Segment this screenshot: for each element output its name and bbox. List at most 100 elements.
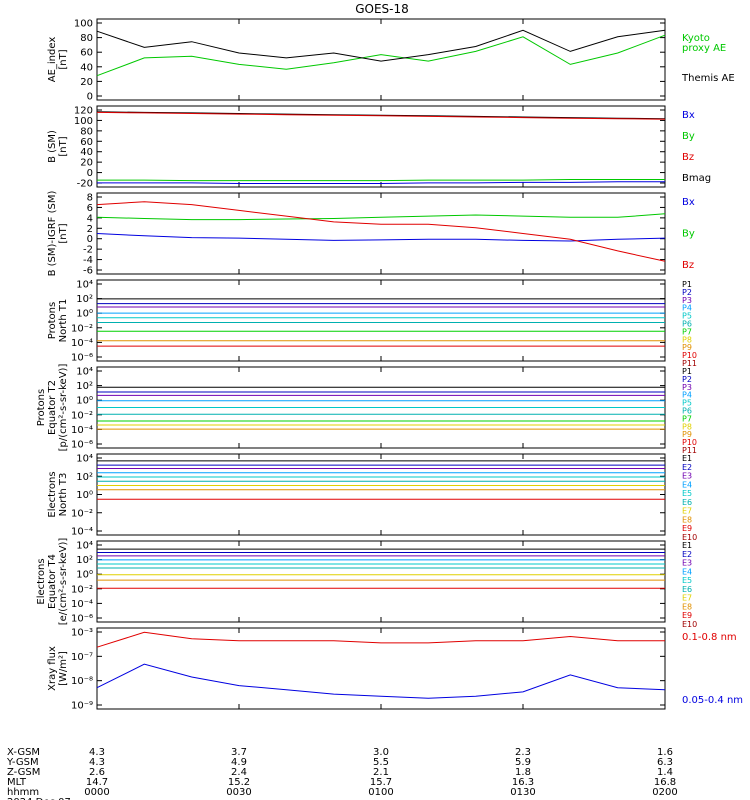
y-tick-label: -6 <box>83 266 93 277</box>
y-tick-label: 20 <box>80 158 93 169</box>
legend-p6: P6 <box>682 320 692 329</box>
y-tick-label: 0 <box>87 234 93 245</box>
legend-p3: P3 <box>682 296 692 305</box>
y-tick-label: 10⁻⁶ <box>71 353 93 364</box>
column-value: 0100 <box>368 787 393 798</box>
legend-e10: E10 <box>682 620 697 629</box>
series-bigrf-bx <box>96 233 666 242</box>
legend-themis-ae: Themis AE <box>681 73 735 84</box>
column-value: 1.6 <box>657 747 673 758</box>
legend-e7: E7 <box>682 507 692 516</box>
y-tick-label: -20 <box>77 179 93 190</box>
row-label: MLT <box>7 777 27 788</box>
legend-proxy-ae: proxy AE <box>682 43 726 54</box>
legend-e1: E1 <box>682 454 692 463</box>
series-bigrf-by <box>96 213 666 221</box>
y-tick-label: 100 <box>74 19 93 30</box>
y-tick-label: 10⁻⁶ <box>71 440 93 451</box>
y-axis-label: B (SM) <box>47 130 58 163</box>
legend-e1: E1 <box>682 541 692 550</box>
legend-p5: P5 <box>682 312 692 321</box>
column-value: 2.6 <box>89 767 105 778</box>
y-tick-label: 10⁻⁹ <box>71 701 93 712</box>
y-tick-label: -4 <box>83 255 93 266</box>
column-value: 5.5 <box>373 757 389 768</box>
column-value: 4.3 <box>89 757 105 768</box>
column-value: 4.9 <box>231 757 247 768</box>
column-value: 1.4 <box>657 767 673 778</box>
series-bsm-bx <box>97 181 665 184</box>
legend-e4: E4 <box>682 480 692 489</box>
column-value: 2.4 <box>231 767 247 778</box>
series-bsm-by <box>97 179 665 182</box>
legend-e3: E3 <box>682 559 692 568</box>
row-label: hhmm <box>7 787 39 798</box>
series-xray-0-1-0-8-nm <box>96 631 665 648</box>
y-axis-label: Protons <box>36 389 47 426</box>
legend-p2: P2 <box>682 375 692 384</box>
y-tick-label: 10⁻² <box>71 323 93 334</box>
y-tick-label: 10⁻⁸ <box>71 676 93 687</box>
legend-bx: Bx <box>682 110 695 121</box>
legend-p11: P11 <box>682 446 697 455</box>
series-ae-themis-ae <box>96 29 666 62</box>
legend-e7: E7 <box>682 594 692 603</box>
y-tick-label: 10⁻⁴ <box>71 338 93 349</box>
y-axis-label: [e/(cm²-s-sr-keV)] <box>58 538 69 626</box>
legend-bz: Bz <box>682 260 694 271</box>
panel-frame <box>96 192 666 275</box>
y-tick-label: 20 <box>80 77 93 88</box>
legend-e3: E3 <box>682 472 692 481</box>
chart-title: GOES-18 <box>355 2 409 16</box>
series-xray-0-05-0-4-nm <box>96 663 666 699</box>
y-tick-label: 10² <box>76 294 93 305</box>
panel-xray: 10⁻³ 10⁻⁷ 10⁻⁸ 10⁻⁹ Xray flux [W/m²] 0.1-0.8 n… <box>47 627 743 712</box>
y-tick-label: 10⁻⁴ <box>71 527 93 538</box>
legend-p1: P1 <box>682 367 692 376</box>
legend-p4: P4 <box>682 391 692 400</box>
legend-e9: E9 <box>682 524 692 533</box>
row-label: 2024 Dec 07 <box>7 797 71 800</box>
y-tick-label: 100 <box>74 116 93 127</box>
legend-p4: P4 <box>682 304 692 313</box>
y-tick-label: 10⁻² <box>71 410 93 421</box>
y-tick-label: 10⁴ <box>76 541 93 552</box>
y-axis-label: AE_index <box>47 37 58 83</box>
legend-e8: E8 <box>682 515 692 524</box>
column-value: 0130 <box>510 787 535 798</box>
y-tick-label: 10⁻² <box>71 508 93 519</box>
y-tick-label: 40 <box>80 147 93 158</box>
y-tick-label: 10² <box>76 472 93 483</box>
column-value: 15.7 <box>370 777 392 788</box>
y-tick-label: 10⁰ <box>76 490 93 501</box>
y-axis-label: Electrons <box>47 471 58 517</box>
y-tick-label: 10² <box>76 381 93 392</box>
y-axis-label: [nT] <box>58 223 69 243</box>
legend-p10: P10 <box>682 351 697 360</box>
legend-p5: P5 <box>682 399 692 408</box>
y-axis-label: Xray flux <box>47 646 58 691</box>
panel-frame <box>96 627 666 710</box>
column-value: 16.8 <box>654 777 676 788</box>
column-value: 0000 <box>84 787 109 798</box>
y-tick-label: 10⁻³ <box>71 628 93 639</box>
column-value: 2.1 <box>373 767 389 778</box>
legend-e2: E2 <box>682 550 692 559</box>
y-tick-label: 6 <box>87 203 93 214</box>
legend-e4: E4 <box>682 567 692 576</box>
y-tick-label: 10⁰ <box>76 396 93 407</box>
column-value: 16.3 <box>512 777 534 788</box>
panel-pnorth: 10⁴ 10² 10⁰ 10⁻² 10⁻⁴ 10⁻⁶ Protons North T1 P1P2… <box>47 279 697 368</box>
column-value: 14.7 <box>86 777 108 788</box>
legend-bx: Bx <box>682 197 695 208</box>
y-tick-label: 2 <box>87 224 93 235</box>
y-tick-label: 4 <box>87 213 93 224</box>
y-tick-label: 10⁻⁷ <box>71 652 93 663</box>
legend-p8: P8 <box>682 422 692 431</box>
panel-frame <box>96 279 666 362</box>
column-value: 5.9 <box>515 757 531 768</box>
y-tick-label: 10⁻⁴ <box>71 599 93 610</box>
